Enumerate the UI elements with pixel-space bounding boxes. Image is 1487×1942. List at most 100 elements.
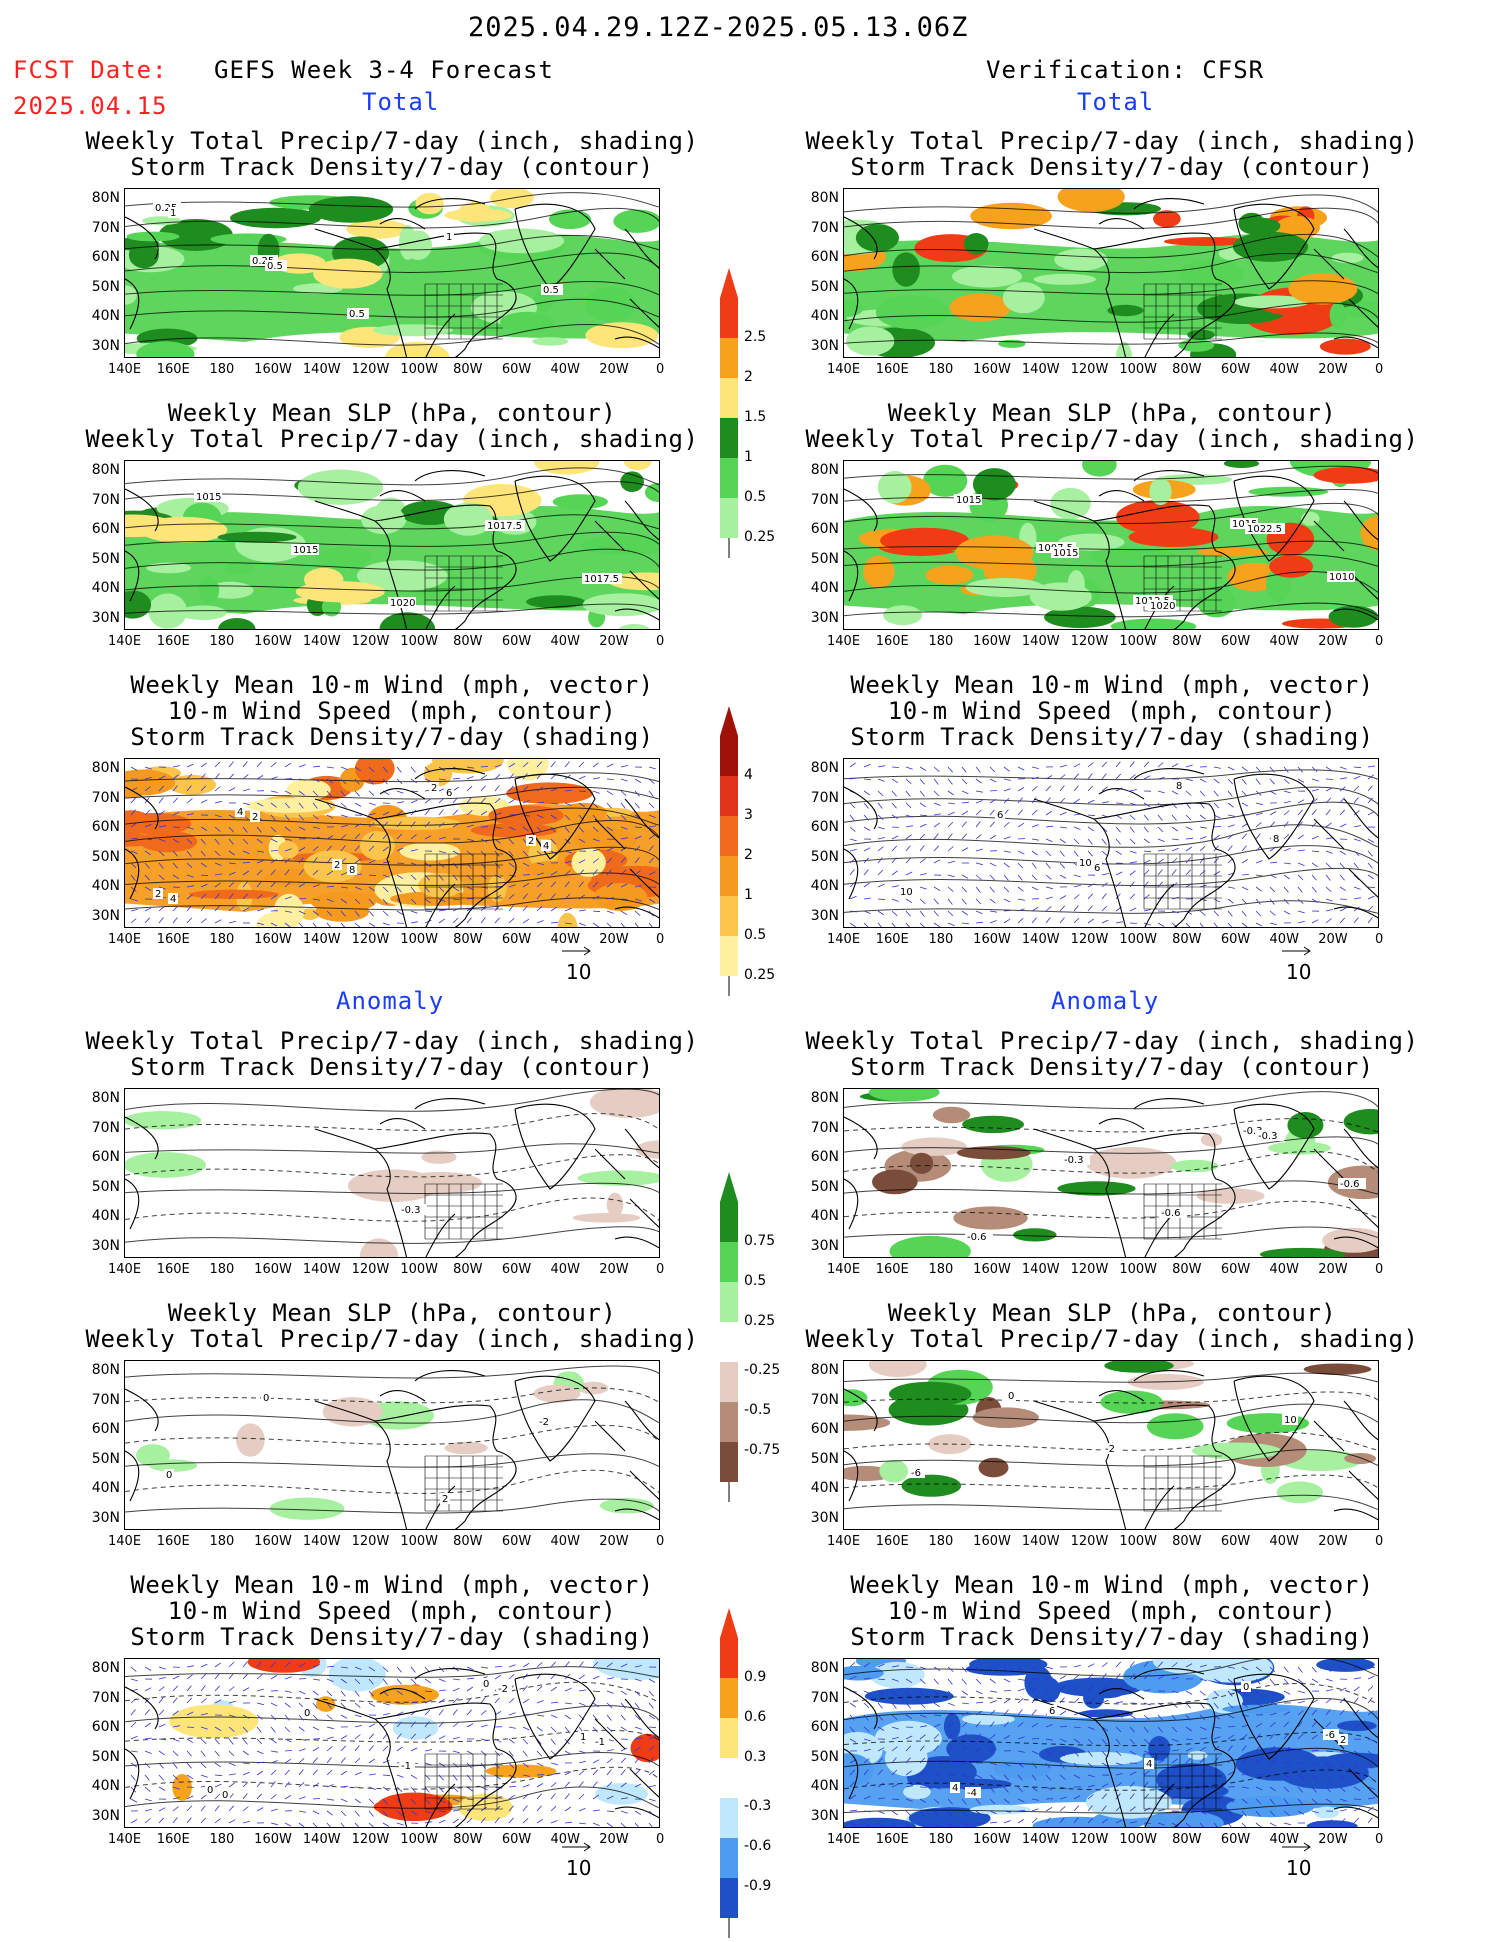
coastline [1334,1471,1379,1521]
wind-vector [878,791,883,796]
shading-patch [296,581,385,602]
panel-title-ver-total-precip: Weekly Total Precip/7-day (inch, shading… [752,128,1472,180]
wind-vector [523,1785,530,1787]
colorbar-segment [720,736,738,776]
wind-vector [1228,923,1233,928]
colorbar-segment [720,896,738,936]
colorbar-arrow [720,1608,738,1638]
wind-vector [1060,827,1067,828]
wind-vector [397,802,404,803]
wind-vector [453,1737,460,1739]
contour-label: 1015 [293,545,318,556]
wind-vector [1032,767,1039,769]
colorbar-label: 2.5 [744,329,766,345]
wind-vector [131,1710,135,1716]
lon-tick-label: 100W [400,1832,438,1847]
wind-vector [1158,815,1162,821]
shading-patch [180,606,227,621]
panel-title-line: Weekly Total Precip/7-day (inch, shading… [32,426,752,452]
wind-vector [1004,822,1009,827]
shading-patch [879,1460,908,1483]
wind-vector [962,811,968,815]
wind-vector [523,1663,529,1667]
wind-vector [565,762,570,767]
wind-vector [1186,870,1191,875]
wind-vector [159,1724,165,1727]
wind-vector [1284,848,1291,851]
lon-tick-label: 120W [352,1262,390,1277]
lon-tick-label: 140W [1022,1832,1060,1847]
wind-vector [411,1775,417,1779]
wind-vector [341,923,346,928]
wind-vector [934,899,939,904]
panel-title-fc-anom-precip: Weekly Total Precip/7-day (inch, shading… [32,1028,752,1080]
wind-vector [131,1736,138,1739]
contour-label: 1010 [1329,572,1354,583]
wind-vector [1004,899,1010,902]
wind-vector [313,1691,319,1695]
wind-vector [1060,851,1065,856]
lon-tick-label: 0 [1375,1534,1383,1549]
wind-vector [383,1679,387,1685]
wind-vector [1032,839,1039,840]
shading-patch [590,1089,660,1118]
wind-vector [509,1698,514,1703]
wind-vector [1326,863,1331,868]
contour-label: 0.5 [543,285,559,296]
wind-vector [878,847,883,851]
wind-vector [976,822,980,828]
lon-tick-label: 120W [1071,362,1109,377]
wind-vector [327,1746,332,1751]
wind-vector [962,767,966,773]
wind-vector [341,1691,346,1696]
wind-vector [906,911,911,916]
lat-tick-label: 80N [86,462,120,478]
shading-patch [1147,1413,1204,1439]
lon-tick-label: 120W [352,634,390,649]
wind-vector [1354,786,1359,791]
coastline [1099,1099,1204,1129]
wind-vector [976,834,981,839]
wind-vector [976,849,983,851]
wind-vector [1214,791,1218,796]
wind-vector [201,1686,205,1692]
wind-vector [1228,899,1234,903]
wind-vector [243,1662,248,1667]
shading-patch [557,913,577,928]
wind-vector [285,763,291,767]
wind-vector [1088,919,1094,923]
wind-vector [481,918,485,924]
wind-vector [850,923,856,927]
wind-vector [635,1823,640,1828]
wind-vector [327,1823,331,1828]
date-range-title: 2025.04.29.12Z-2025.05.13.06Z [468,12,968,43]
wind-vector [271,1823,278,1825]
lat-tick-label: 50N [805,1451,839,1467]
contour-label: 8 [1176,781,1182,792]
lon-tick-label: 60W [1221,362,1250,377]
wind-vector [1298,863,1305,866]
lon-tick-label: 0 [656,634,664,649]
wind-vector [355,1823,360,1828]
wind-vector [509,1665,516,1667]
wind-vector [1228,887,1235,888]
contour-label: 8 [1273,834,1279,845]
wind-vector [1270,812,1276,816]
wind-vector [1284,899,1289,904]
wind-vector [537,921,544,924]
lon-tick-label: 120W [1071,634,1109,649]
wind-vector [990,911,997,912]
wind-vector [1186,791,1191,796]
wind-vector [850,815,854,821]
wind-vector [1256,923,1262,926]
lat-tick-label: 40N [86,308,120,324]
lon-tick-label: 60W [502,1534,531,1549]
wind-vector [649,1703,654,1708]
wind-vector [1102,1663,1108,1667]
shading-patch [224,563,255,576]
colorbar-label: 2 [744,369,753,385]
wind-vector [383,1775,390,1776]
lon-tick-label: 0 [1375,634,1383,649]
lon-tick-label: 60W [1221,1832,1250,1847]
vector-ref-label: 10 [1286,960,1311,984]
